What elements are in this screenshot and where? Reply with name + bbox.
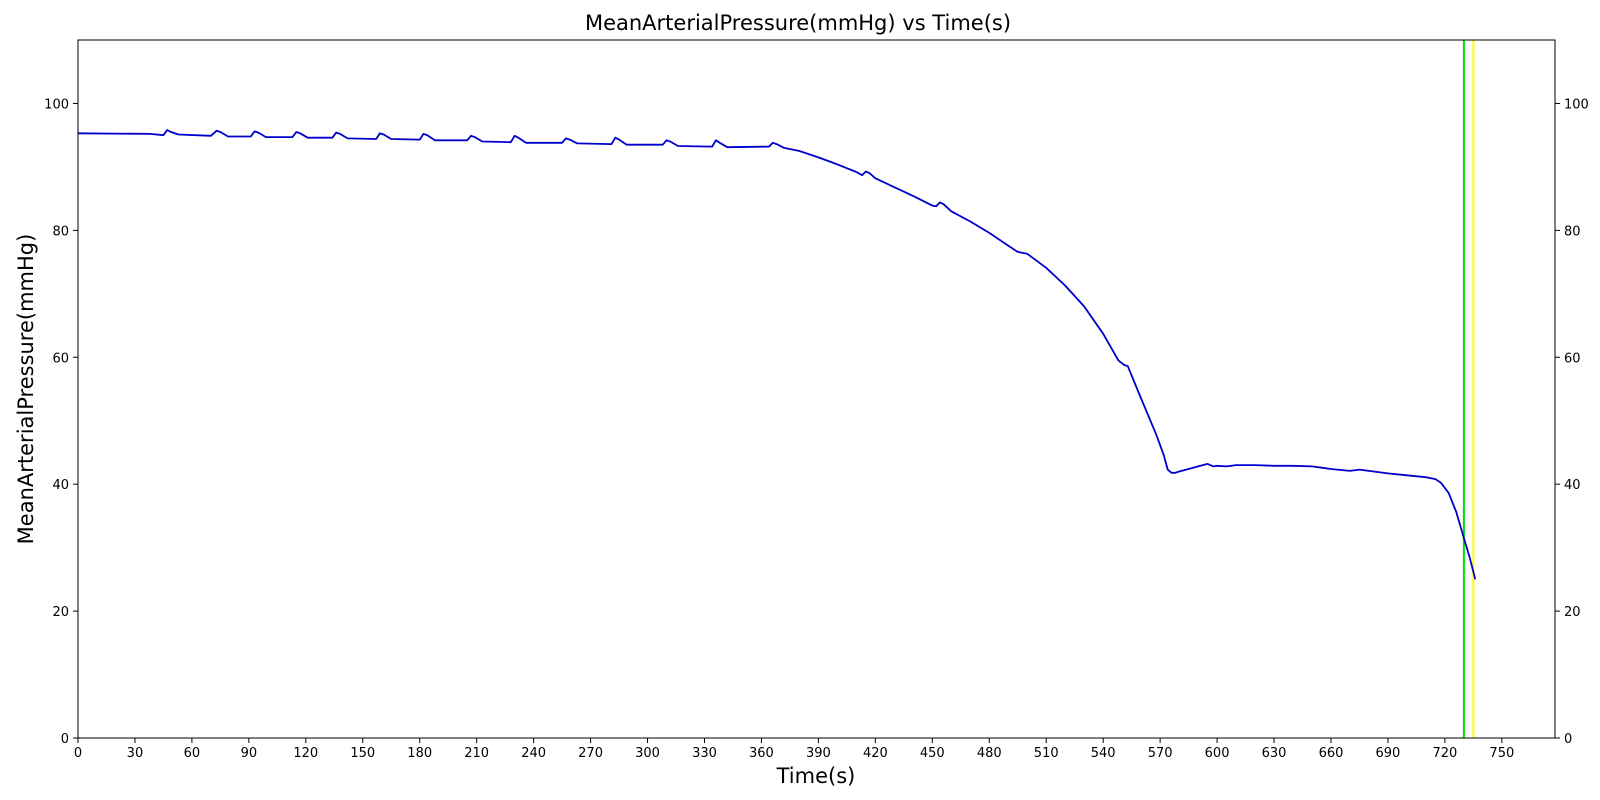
- y-axis-title: MeanArterialPressure(mmHg): [14, 234, 38, 545]
- y-tick-label-left: 60: [52, 351, 69, 366]
- x-tick-label: 120: [293, 746, 318, 761]
- vertical-lines: [1462, 40, 1475, 738]
- y-tick-label-left: 100: [44, 97, 69, 112]
- x-tick-label: 0: [74, 746, 82, 761]
- plot-frame: [77, 39, 1556, 739]
- x-tick-label: 210: [464, 746, 489, 761]
- y-tick-label-left: 40: [52, 478, 69, 493]
- x-tick-label: 570: [1148, 746, 1173, 761]
- series-line: [77, 129, 1477, 580]
- y-axis-ticks-left: 0 20 40 60 80 100: [44, 97, 78, 747]
- y-tick-label-right: 20: [1564, 605, 1581, 620]
- x-tick-label: 450: [920, 746, 945, 761]
- x-tick-label: 600: [1205, 746, 1230, 761]
- y-tick-label-left: 0: [61, 732, 69, 747]
- y-tick-label-right: 40: [1564, 478, 1581, 493]
- x-tick-label: 180: [407, 746, 432, 761]
- x-tick-label: 690: [1376, 746, 1401, 761]
- x-tick-label: 420: [863, 746, 888, 761]
- x-axis-ticks: 0 30 60 90 120 150 180 210 240 270 300 330 360 390 420…: [74, 738, 1514, 761]
- x-tick-label: 630: [1262, 746, 1287, 761]
- y-tick-label-right: 80: [1564, 224, 1581, 239]
- x-tick-label: 30: [127, 746, 144, 761]
- y-tick-label-left: 20: [52, 605, 69, 620]
- x-tick-label: 360: [749, 746, 774, 761]
- x-tick-label: 60: [184, 746, 201, 761]
- y-tick-label-right: 0: [1564, 732, 1572, 747]
- chart-title: MeanArterialPressure(mmHg) vs Time(s): [585, 11, 1011, 35]
- x-tick-label: 300: [635, 746, 660, 761]
- x-tick-label: 510: [1034, 746, 1059, 761]
- y-tick-label-left: 80: [52, 224, 69, 239]
- x-tick-label: 330: [692, 746, 717, 761]
- x-tick-label: 90: [241, 746, 258, 761]
- x-tick-label: 720: [1432, 746, 1457, 761]
- x-tick-label: 480: [977, 746, 1002, 761]
- x-tick-label: 750: [1489, 746, 1514, 761]
- x-axis-title: Time(s): [776, 764, 856, 788]
- y-axis-ticks-right: 0 20 40 60 80 100: [1555, 97, 1589, 747]
- y-tick-label-right: 100: [1564, 97, 1589, 112]
- series-group: [77, 129, 1477, 580]
- x-tick-label: 270: [578, 746, 603, 761]
- x-tick-label: 150: [350, 746, 375, 761]
- x-tick-label: 240: [521, 746, 546, 761]
- x-tick-label: 660: [1319, 746, 1344, 761]
- y-tick-label-right: 60: [1564, 351, 1581, 366]
- x-tick-label: 540: [1091, 746, 1116, 761]
- x-tick-label: 390: [806, 746, 831, 761]
